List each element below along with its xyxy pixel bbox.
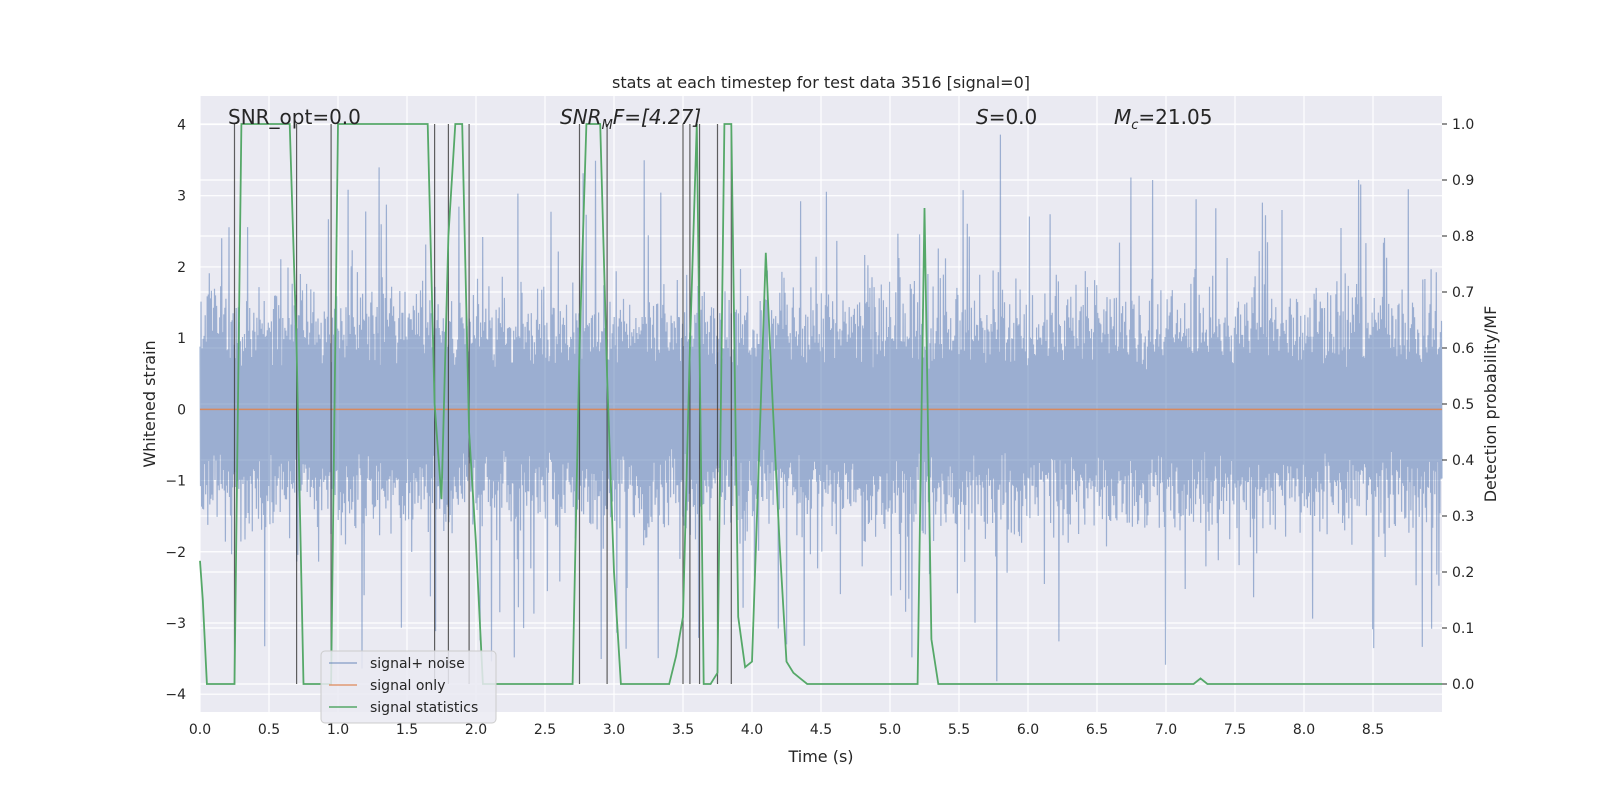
x-axis-label: Time (s) [787,747,853,766]
x-tick-label: 1.0 [327,722,349,738]
x-tick-label: 8.0 [1293,722,1315,738]
annotation-mc: Mc=21.05 [1114,105,1212,133]
x-tick-label: 3.5 [672,722,694,738]
y-tick-label: 3 [177,189,186,205]
annotation-mc-rest: =21.05 [1138,105,1212,129]
annotation-s-var: S [976,105,989,129]
chart-title: stats at each timestep for test data 351… [612,73,1030,92]
y2-tick-label: 0.3 [1452,509,1474,525]
annotation-snr-opt: SNR_opt=0.0 [228,105,361,129]
annotation-s-rest: =0.0 [989,105,1038,129]
x-tick-label: 5.0 [879,722,901,738]
y-tick-label: 0 [177,402,186,418]
x-tick-label: 0.5 [258,722,280,738]
legend-label-noise: signal+ noise [370,656,465,672]
y2-tick-label: 1.0 [1452,117,1474,133]
legend-label-signal-only: signal only [370,678,445,694]
y2-tick-label: 0.9 [1452,173,1474,189]
y2-tick-label: 0.2 [1452,565,1474,581]
noise-series [199,134,1443,682]
y2-tick-label: 0.7 [1452,285,1474,301]
x-axis-ticks: 0.0 0.5 1.0 1.5 2.0 2.5 3.0 3.5 4.0 4.5 5.0 5.5 6.0 6… [189,722,1384,738]
noise-line [199,134,1443,682]
x-tick-label: 6.5 [1086,722,1108,738]
x-tick-label: 0.0 [189,722,211,738]
x-tick-label: 2.5 [534,722,556,738]
x-tick-label: 8.5 [1362,722,1384,738]
y-tick-label: 2 [177,260,186,276]
annotation-s: S=0.0 [976,105,1037,129]
x-tick-label: 4.5 [810,722,832,738]
y-tick-label: 4 [177,117,186,133]
y2-tick-label: 0.8 [1452,229,1474,245]
annotation-mc-main: M [1114,105,1131,129]
y2-tick-label: 0.4 [1452,453,1474,469]
y-tick-label: −2 [165,545,186,561]
y-axis-label: Whitened strain [140,340,159,467]
y-tick-label: −1 [165,474,186,490]
annotation-snr-mf: SNRMF=[4.27] [560,105,701,133]
annotation-snr-mf-main: SNR [560,105,602,129]
annotation-snr-mf-sub: M [602,118,613,133]
y-tick-label: −4 [165,687,186,703]
legend-box [320,650,497,724]
y-tick-label: 1 [177,331,186,347]
annotation-snr-mf-rest: F=[4.27] [613,105,701,129]
x-tick-label: 3.0 [603,722,625,738]
y2-tick-label: 0.1 [1452,621,1474,637]
y2-axis-label: Detection probability/MF [1481,306,1500,503]
y2-tick-label: 0.0 [1452,677,1474,693]
annotation-mc-sub: c [1131,118,1138,133]
y2-tick-label: 0.6 [1452,341,1474,357]
x-tick-label: 2.0 [465,722,487,738]
x-tick-label: 5.5 [948,722,970,738]
x-tick-label: 6.0 [1017,722,1039,738]
x-tick-label: 7.0 [1155,722,1177,738]
x-tick-label: 7.5 [1224,722,1246,738]
y-tick-label: −3 [165,616,186,632]
x-tick-label: 4.0 [741,722,763,738]
y2-axis-ticks: 1.0 0.9 0.8 0.7 0.6 0.5 0.4 0.3 0.2 0.1 0.0 [1442,117,1474,693]
legend-label-stats: signal statistics [370,700,478,716]
y-axis-ticks: 4 3 2 1 0 −1 −2 −3 −4 [165,117,186,703]
x-tick-label: 1.5 [396,722,418,738]
y2-tick-label: 0.5 [1452,397,1474,413]
legend: signal+ noise signal only signal statist… [320,650,497,724]
vertical-markers [233,124,732,684]
